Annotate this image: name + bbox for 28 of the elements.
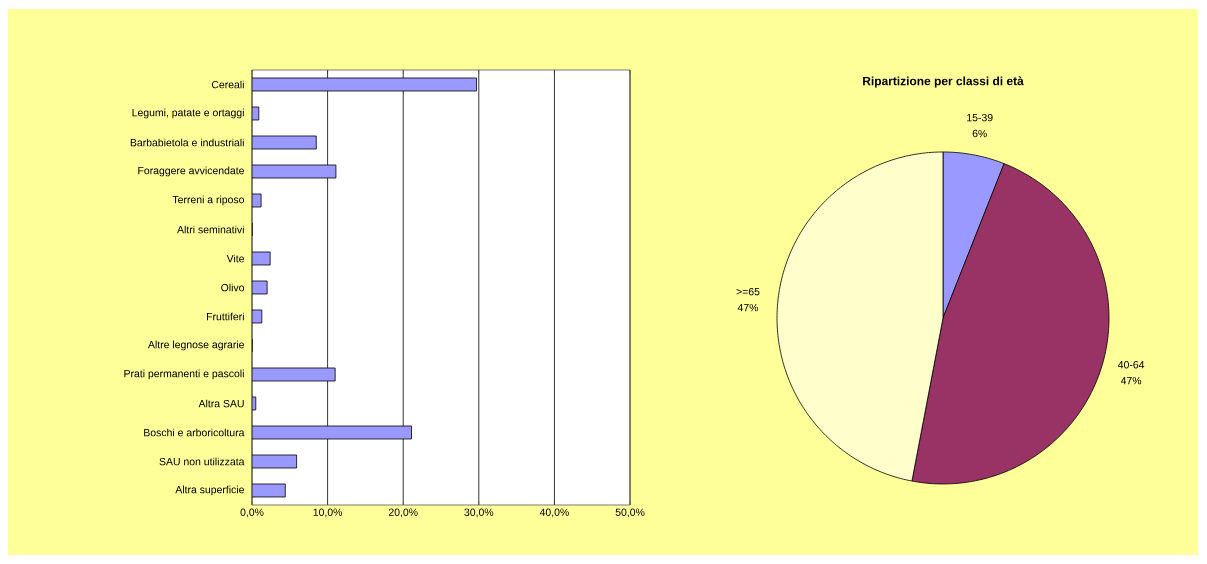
y-tick-label: Boschi e arboricoltura: [144, 428, 245, 437]
slice-label: 15-39: [967, 113, 993, 122]
x-tick-label: 10,0%: [313, 508, 343, 518]
slice-label: >=65: [736, 287, 760, 296]
x-tick-label: 0,0%: [240, 508, 264, 518]
y-tick-label: Cereali: [211, 80, 244, 89]
y-tick-label: SAU non utilizzata: [159, 457, 245, 466]
data-label: 47%: [1120, 376, 1142, 385]
y-tick-label: Prati permanenti e pascoli: [124, 369, 244, 380]
y-tick-label: Vite: [226, 254, 245, 263]
y-tick-label: Altri seminativi: [177, 225, 244, 234]
y-tick-label: Legumi, patate e ortaggi: [132, 108, 244, 119]
slice-label: 40-64: [1117, 360, 1145, 369]
x-tick-label: 20,0%: [388, 508, 418, 518]
y-tick-label: Foraggere avvicendate: [138, 166, 244, 177]
x-tick-label: 30,0%: [464, 508, 494, 518]
x-tick-label: 40,0%: [539, 508, 569, 518]
y-tick-label: Olivo: [221, 283, 245, 292]
x-tick-label: 50,0%: [615, 508, 645, 518]
data-label: 47%: [737, 303, 759, 312]
y-tick-label: Barbabietola e industriali: [130, 138, 244, 147]
y-tick-label: Fruttiferi: [206, 312, 244, 321]
y-tick-label: Altra SAU: [198, 399, 244, 408]
chart-title: Ripartizione per classi di età: [863, 76, 1024, 88]
data-label: 6%: [972, 129, 987, 138]
y-tick-label: Altra superficie: [175, 485, 244, 496]
y-tick-label: Terreni a riposo: [172, 195, 245, 206]
y-tick-label: Altre legnose agrarie: [147, 340, 244, 351]
